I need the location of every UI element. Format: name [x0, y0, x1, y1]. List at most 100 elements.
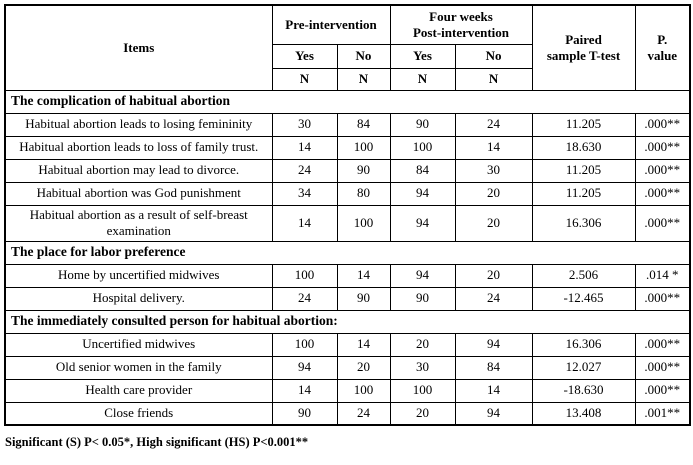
header-pre-yes-n: N: [271, 67, 338, 91]
pre-yes-n: 90: [271, 401, 338, 426]
section-header-row: The complication of habitual abortion: [4, 89, 691, 114]
p-value: .000**: [634, 181, 691, 206]
t-test-value: 11.205: [531, 181, 636, 206]
post-no-n: 14: [454, 378, 533, 403]
post-yes-n: 100: [389, 135, 456, 160]
t-test-value: 16.306: [531, 204, 636, 242]
pre-no-n: 100: [336, 378, 391, 403]
post-yes-n: 20: [389, 401, 456, 426]
item-label: Old senior women in the family: [4, 355, 273, 380]
post-no-n: 94: [454, 332, 533, 357]
t-test-value: 16.306: [531, 332, 636, 357]
p-value: .001**: [634, 401, 691, 426]
pre-yes-n: 14: [271, 378, 338, 403]
post-yes-n: 90: [389, 286, 456, 311]
post-yes-n: 100: [389, 378, 456, 403]
pre-no-n: 84: [336, 112, 391, 137]
item-label: Habitual abortion was God punishment: [4, 181, 273, 206]
post-no-n: 20: [454, 263, 533, 288]
post-no-n: 24: [454, 112, 533, 137]
header-p-value: P. value: [634, 4, 691, 91]
pre-yes-n: 100: [271, 332, 338, 357]
item-label: Habitual abortion leads to losing femini…: [4, 112, 273, 137]
header-post-no: No: [454, 43, 533, 69]
table-header: Items Pre-intervention Four weeks Post-i…: [4, 4, 691, 91]
header-post-no-n: N: [454, 67, 533, 91]
pre-no-n: 80: [336, 181, 391, 206]
item-label: Habitual abortion leads to loss of famil…: [4, 135, 273, 160]
t-test-value: -18.630: [531, 378, 636, 403]
pre-no-n: 20: [336, 355, 391, 380]
post-yes-n: 90: [389, 112, 456, 137]
p-value: .014 *: [634, 263, 691, 288]
pre-yes-n: 34: [271, 181, 338, 206]
significance-footnote: Significant (S) P< 0.05*, High significa…: [5, 435, 309, 449]
post-yes-n: 94: [389, 263, 456, 288]
table-row: Habitual abortion as a result of self-br…: [4, 204, 691, 242]
header-paired-t-test: Paired sample T-test: [531, 4, 636, 91]
table-row: Health care provider 14 100 100 14 -18.6…: [4, 378, 691, 403]
item-label: Habitual abortion as a result of self-br…: [4, 204, 273, 242]
item-label: Uncertified midwives: [4, 332, 273, 357]
post-no-n: 30: [454, 158, 533, 183]
t-test-value: 18.630: [531, 135, 636, 160]
table-row: Home by uncertified midwives 100 14 94 2…: [4, 263, 691, 288]
section-title: The place for labor preference: [4, 240, 691, 265]
header-pre-no: No: [336, 43, 391, 69]
pre-no-n: 100: [336, 135, 391, 160]
section-title: The immediately consulted person for hab…: [4, 309, 691, 334]
table-row: Uncertified midwives 100 14 20 94 16.306…: [4, 332, 691, 357]
header-post-yes-n: N: [389, 67, 456, 91]
pre-yes-n: 30: [271, 112, 338, 137]
post-no-n: 24: [454, 286, 533, 311]
post-yes-n: 94: [389, 204, 456, 242]
pre-yes-n: 100: [271, 263, 338, 288]
post-no-n: 14: [454, 135, 533, 160]
post-no-n: 94: [454, 401, 533, 426]
t-test-value: 12.027: [531, 355, 636, 380]
table-row: Hospital delivery. 24 90 90 24 -12.465 .…: [4, 286, 691, 311]
item-label: Habitual abortion may lead to divorce.: [4, 158, 273, 183]
post-yes-n: 20: [389, 332, 456, 357]
pre-no-n: 90: [336, 286, 391, 311]
header-items: Items: [4, 4, 273, 91]
table-row: Habitual abortion may lead to divorce. 2…: [4, 158, 691, 183]
post-no-n: 20: [454, 204, 533, 242]
table-row: Old senior women in the family 94 20 30 …: [4, 355, 691, 380]
pre-no-n: 14: [336, 332, 391, 357]
p-value: .000**: [634, 378, 691, 403]
table-row: Habitual abortion leads to losing femini…: [4, 112, 691, 137]
section-title: The complication of habitual abortion: [4, 89, 691, 114]
p-value: .000**: [634, 332, 691, 357]
pre-no-n: 90: [336, 158, 391, 183]
table-row: Habitual abortion leads to loss of famil…: [4, 135, 691, 160]
pre-no-n: 100: [336, 204, 391, 242]
header-pre-no-n: N: [336, 67, 391, 91]
p-value: .000**: [634, 204, 691, 242]
t-test-value: 2.506: [531, 263, 636, 288]
header-post-intervention: Four weeks Post-intervention: [389, 4, 533, 45]
p-value: .000**: [634, 286, 691, 311]
table-row: Habitual abortion was God punishment 34 …: [4, 181, 691, 206]
t-test-value: 11.205: [531, 158, 636, 183]
section-header-row: The place for labor preference: [4, 240, 691, 265]
p-value: .000**: [634, 112, 691, 137]
p-value: .000**: [634, 355, 691, 380]
pre-no-n: 24: [336, 401, 391, 426]
t-test-value: 11.205: [531, 112, 636, 137]
post-no-n: 20: [454, 181, 533, 206]
results-table: Items Pre-intervention Four weeks Post-i…: [4, 4, 692, 426]
pre-yes-n: 24: [271, 158, 338, 183]
p-value: .000**: [634, 158, 691, 183]
t-test-value: 13.408: [531, 401, 636, 426]
item-label: Health care provider: [4, 378, 273, 403]
pre-yes-n: 24: [271, 286, 338, 311]
pre-yes-n: 94: [271, 355, 338, 380]
header-pre-intervention: Pre-intervention: [271, 4, 391, 45]
header-post-yes: Yes: [389, 43, 456, 69]
p-value: .000**: [634, 135, 691, 160]
item-label: Home by uncertified midwives: [4, 263, 273, 288]
pre-yes-n: 14: [271, 204, 338, 242]
item-label: Hospital delivery.: [4, 286, 273, 311]
